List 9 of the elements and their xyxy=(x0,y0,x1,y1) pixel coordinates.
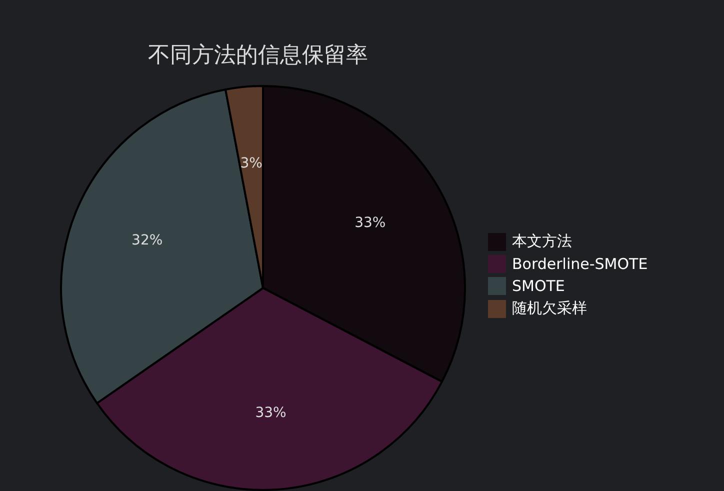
legend-label: SMOTE xyxy=(512,277,565,295)
data-label: 33% xyxy=(255,405,286,421)
data-label: 33% xyxy=(354,215,386,232)
legend-label: 随机欠采样 xyxy=(512,299,587,318)
data-label: 32% xyxy=(132,232,163,249)
data-label: 3% xyxy=(240,155,262,172)
chart-title: 不同方法的信息保留率 xyxy=(147,42,369,70)
legend-label: Borderline-SMOTE xyxy=(512,255,648,273)
legend-label: 本文方法 xyxy=(512,232,572,251)
